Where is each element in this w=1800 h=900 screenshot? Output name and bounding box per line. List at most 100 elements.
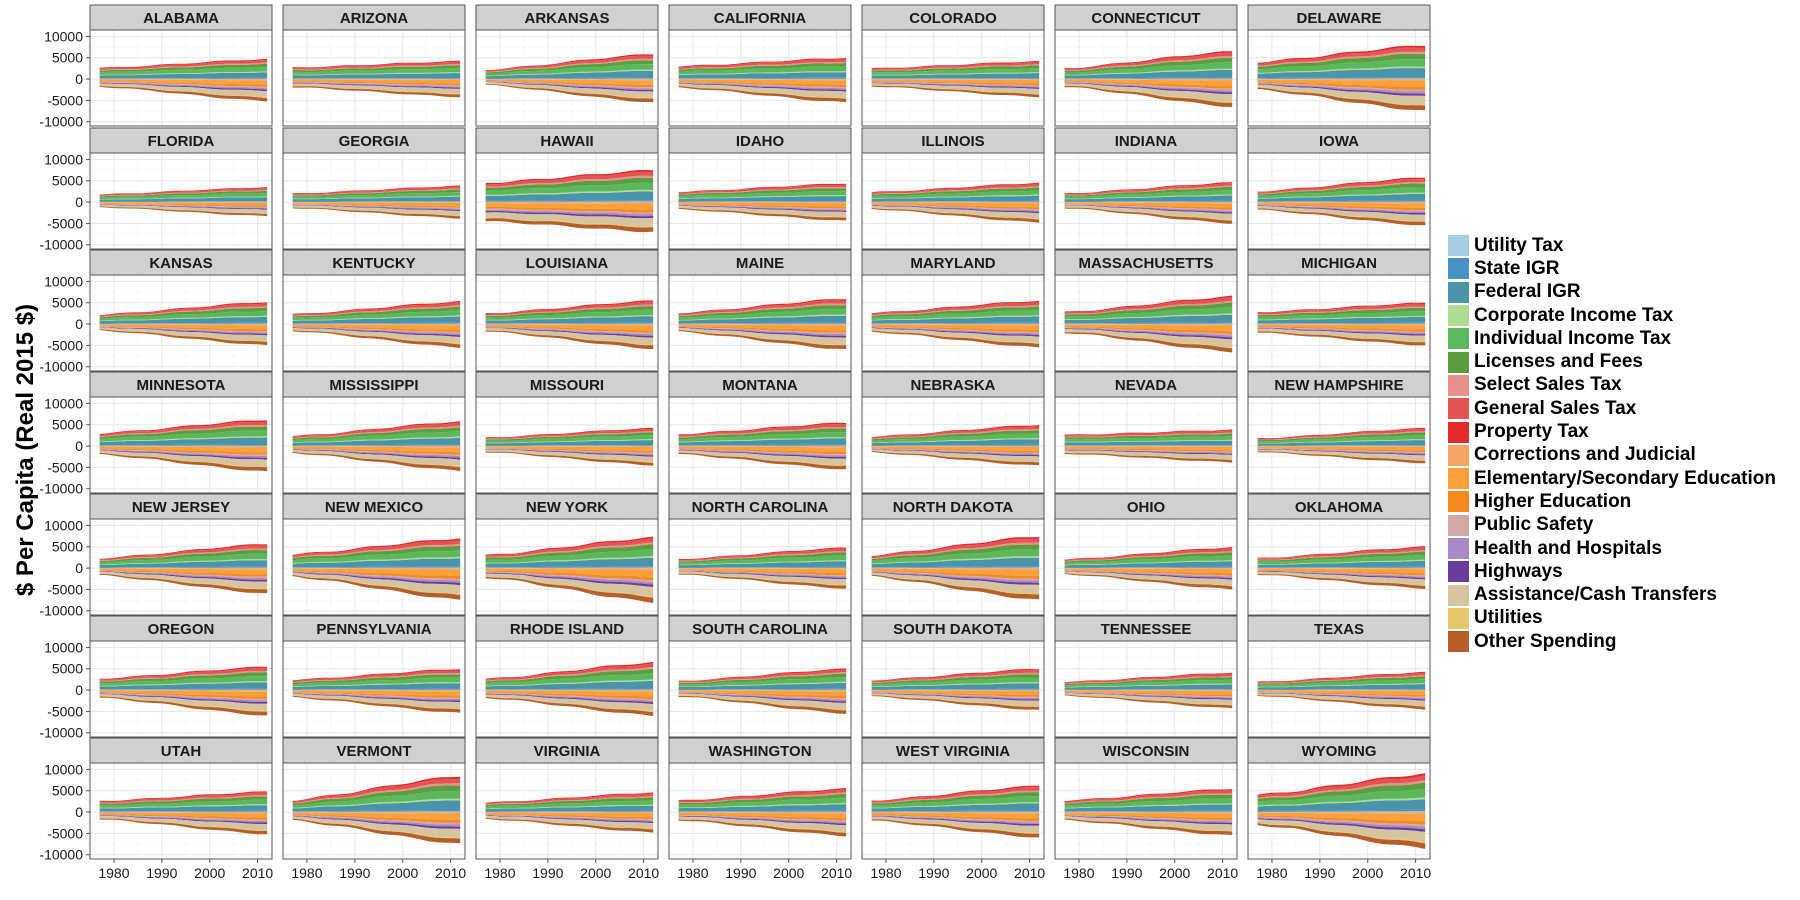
area-corporate-income-tax <box>871 682 1040 687</box>
panel-border <box>668 274 852 372</box>
panel-border <box>668 396 852 494</box>
area-select-sales-tax <box>678 427 847 438</box>
area-elementary-secondary-education <box>292 690 461 696</box>
area-health-and-hospitals <box>1257 83 1426 94</box>
area-individual-income-tax <box>485 549 654 563</box>
area-utilities <box>292 695 461 710</box>
area-corporate-income-tax <box>485 679 654 687</box>
area-utilities <box>1064 694 1233 706</box>
area-elementary-secondary-education <box>485 203 654 210</box>
area-corrections-and-judicial <box>99 812 268 814</box>
area-licenses-and-fees <box>871 544 1040 561</box>
area-assistance-cash-transfers <box>871 816 1040 833</box>
area-public-safety <box>1064 814 1233 822</box>
area-property-tax <box>292 421 461 437</box>
area-highways <box>871 82 1040 89</box>
legend-label: Property Tax <box>1474 421 1589 443</box>
panel: MICHIGAN <box>1247 249 1431 372</box>
area-corporate-income-tax <box>292 195 461 200</box>
strip-label: MISSISSIPPI <box>329 377 418 394</box>
area-corrections-and-judicial <box>99 324 268 326</box>
area-elementary-secondary-education <box>1257 446 1426 451</box>
area-health-and-hospitals <box>485 693 654 703</box>
area-elementary-secondary-education <box>99 202 268 206</box>
area-individual-income-tax <box>1257 555 1426 565</box>
area-individual-income-tax <box>485 64 654 76</box>
area-higher-education <box>678 203 847 209</box>
strip-background <box>668 127 852 154</box>
x-tick-label: 2010 <box>242 865 273 881</box>
area-federal-igr <box>1257 68 1426 79</box>
area-corrections-and-judicial <box>1064 446 1233 447</box>
area-assistance-cash-transfers <box>99 327 268 342</box>
area-utility-tax <box>678 811 847 813</box>
area-corporate-income-tax <box>678 802 847 809</box>
area-property-tax <box>1257 177 1426 193</box>
area-select-sales-tax <box>292 425 461 439</box>
panel-border <box>1054 152 1238 250</box>
panel: MINNESOTA 10000 5000 0 -5000 -10000 <box>39 371 273 497</box>
area-individual-income-tax <box>1257 435 1426 443</box>
strip-background <box>89 249 273 276</box>
x-tick-label: 2010 <box>628 865 659 881</box>
area-corrections-and-judicial <box>1257 812 1426 814</box>
area-highways <box>485 81 654 92</box>
area-utility-tax <box>1257 78 1426 80</box>
area-health-and-hospitals <box>871 815 1040 824</box>
strip-background <box>475 493 659 520</box>
area-corrections-and-judicial <box>871 446 1040 447</box>
area-utilities <box>871 574 1040 595</box>
area-select-sales-tax <box>1064 793 1233 804</box>
area-select-sales-tax <box>1257 51 1426 67</box>
area-corrections-and-judicial <box>485 79 654 81</box>
area-utilities <box>485 451 654 463</box>
area-corrections-and-judicial <box>292 324 461 326</box>
area-utilities <box>1257 694 1426 707</box>
area-general-sales-tax <box>485 428 654 439</box>
area-general-sales-tax <box>292 302 461 316</box>
area-public-safety <box>292 204 461 209</box>
area-higher-education <box>678 325 847 333</box>
area-highways <box>485 449 654 457</box>
area-federal-igr <box>1257 684 1426 690</box>
area-federal-igr <box>485 70 654 79</box>
area-health-and-hospitals <box>871 571 1040 583</box>
strip-background <box>861 615 1045 642</box>
panel-border <box>861 518 1045 616</box>
x-tick-label: 1990 <box>725 865 756 881</box>
area-utility-tax <box>1064 78 1233 80</box>
area-corrections-and-judicial <box>1257 690 1426 691</box>
area-health-and-hospitals <box>871 82 1040 88</box>
area-state-igr <box>1064 689 1233 690</box>
y-tick-label: 5000 <box>52 661 83 677</box>
area-health-and-hospitals <box>1064 449 1233 454</box>
area-individual-income-tax <box>1257 59 1426 73</box>
area-select-sales-tax <box>99 670 268 682</box>
area-general-sales-tax <box>1257 775 1426 798</box>
area-utilities <box>99 328 268 342</box>
panel-border <box>861 396 1045 494</box>
area-utilities <box>1257 451 1426 461</box>
strip-label: VERMONT <box>337 743 412 760</box>
area-utility-tax <box>99 445 268 447</box>
y-tick-label: -10000 <box>39 237 83 253</box>
area-higher-education <box>1064 203 1233 210</box>
legend-item: Higher Education <box>1448 490 1776 513</box>
area-assistance-cash-transfers <box>99 204 268 214</box>
area-utility-tax <box>1257 567 1426 569</box>
area-general-sales-tax <box>1064 297 1233 314</box>
area-licenses-and-fees <box>1064 552 1233 563</box>
x-tick-label: 2000 <box>1352 865 1383 881</box>
area-assistance-cash-transfers <box>871 205 1040 220</box>
area-corporate-income-tax <box>1257 683 1426 688</box>
area-licenses-and-fees <box>1257 676 1426 685</box>
area-utilities <box>1064 572 1233 587</box>
area-select-sales-tax <box>99 189 268 197</box>
area-public-safety <box>485 448 654 454</box>
area-health-and-hospitals <box>871 692 1040 700</box>
area-corrections-and-judicial <box>1064 812 1233 814</box>
area-property-tax <box>485 170 654 185</box>
area-elementary-secondary-education <box>292 79 461 84</box>
panel-border <box>861 29 1045 127</box>
strip-label: MARYLAND <box>910 255 995 272</box>
